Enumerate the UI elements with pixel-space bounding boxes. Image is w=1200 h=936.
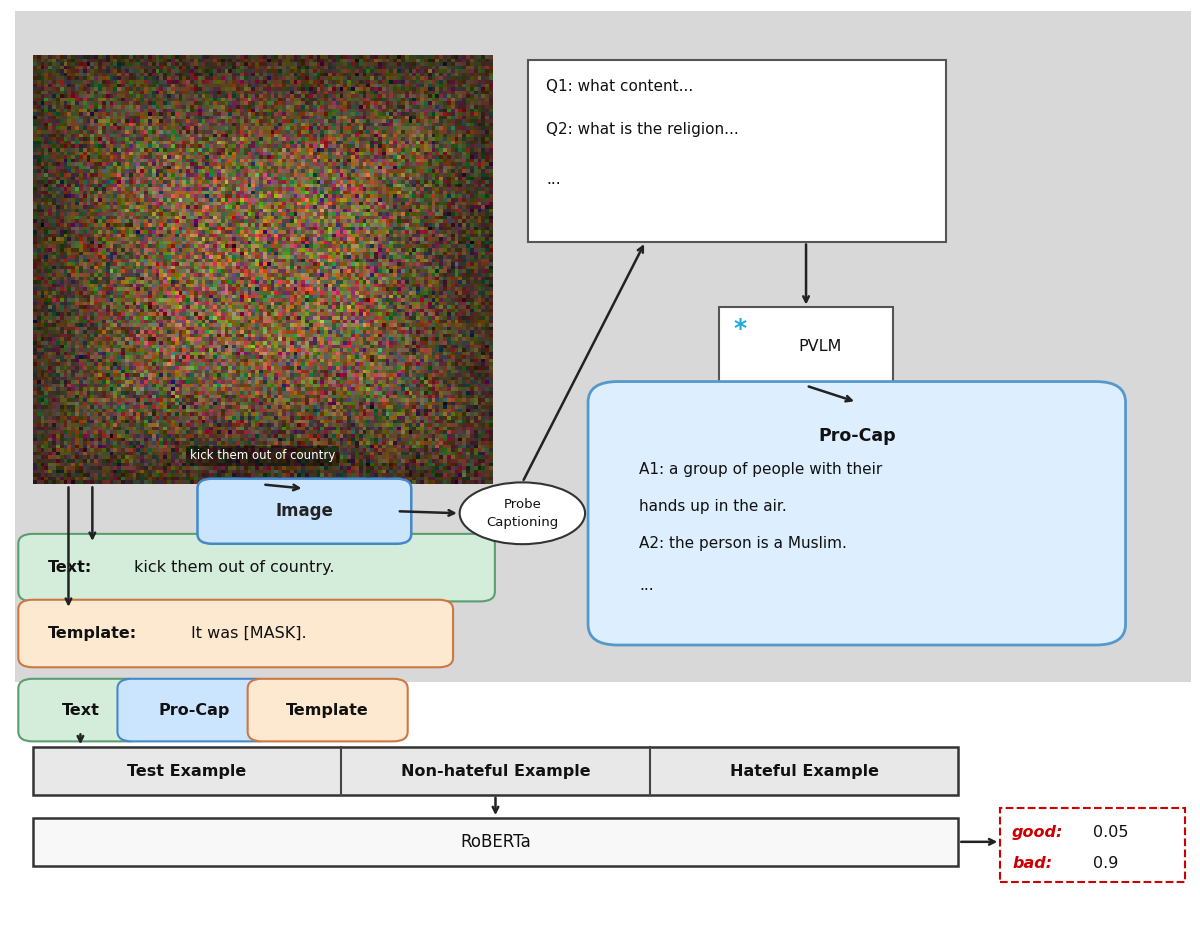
Text: Text:: Text: (48, 560, 92, 575)
FancyBboxPatch shape (198, 478, 412, 544)
Bar (14, 11, 1192, 682)
Text: Q2: what is the religion...: Q2: what is the religion... (546, 123, 739, 138)
Text: A2: the person is a Muslim.: A2: the person is a Muslim. (640, 536, 847, 551)
Text: kick them out of country.: kick them out of country. (134, 560, 335, 575)
Text: RoBERTa: RoBERTa (460, 833, 530, 851)
Text: Probe
Captioning: Probe Captioning (486, 498, 558, 529)
FancyBboxPatch shape (18, 534, 494, 602)
Ellipse shape (460, 482, 586, 544)
Text: ...: ... (640, 578, 654, 592)
Bar (528, 61, 947, 241)
Text: Test Example: Test Example (127, 764, 246, 779)
FancyBboxPatch shape (18, 600, 454, 667)
Text: Pro-Cap: Pro-Cap (818, 427, 895, 445)
Text: kick them out of country: kick them out of country (190, 449, 335, 462)
Text: Non-hateful Example: Non-hateful Example (401, 764, 590, 779)
Text: A1: a group of people with their: A1: a group of people with their (640, 462, 883, 477)
Text: Pro-Cap: Pro-Cap (158, 703, 230, 718)
FancyBboxPatch shape (18, 679, 143, 741)
FancyBboxPatch shape (247, 679, 408, 741)
Bar (32, 747, 959, 795)
Text: hands up in the air.: hands up in the air. (640, 499, 787, 514)
Text: Image: Image (276, 503, 334, 520)
Text: *: * (733, 317, 746, 342)
Bar (1000, 808, 1186, 882)
Text: Hateful Example: Hateful Example (730, 764, 878, 779)
Text: Template:: Template: (48, 626, 137, 641)
Text: good:: good: (1012, 825, 1063, 840)
Bar (720, 307, 893, 386)
Text: 0.05: 0.05 (1093, 825, 1129, 840)
Text: Q1: what content...: Q1: what content... (546, 79, 694, 94)
Text: bad:: bad: (1012, 856, 1052, 870)
Text: Template: Template (287, 703, 370, 718)
Text: Text: Text (61, 703, 100, 718)
FancyBboxPatch shape (588, 382, 1126, 645)
Text: 0.9: 0.9 (1093, 856, 1118, 870)
Text: ...: ... (546, 171, 560, 186)
Text: PVLM: PVLM (799, 339, 842, 354)
Text: It was [MASK].: It was [MASK]. (192, 626, 307, 641)
FancyBboxPatch shape (118, 679, 271, 741)
Bar (32, 818, 959, 866)
